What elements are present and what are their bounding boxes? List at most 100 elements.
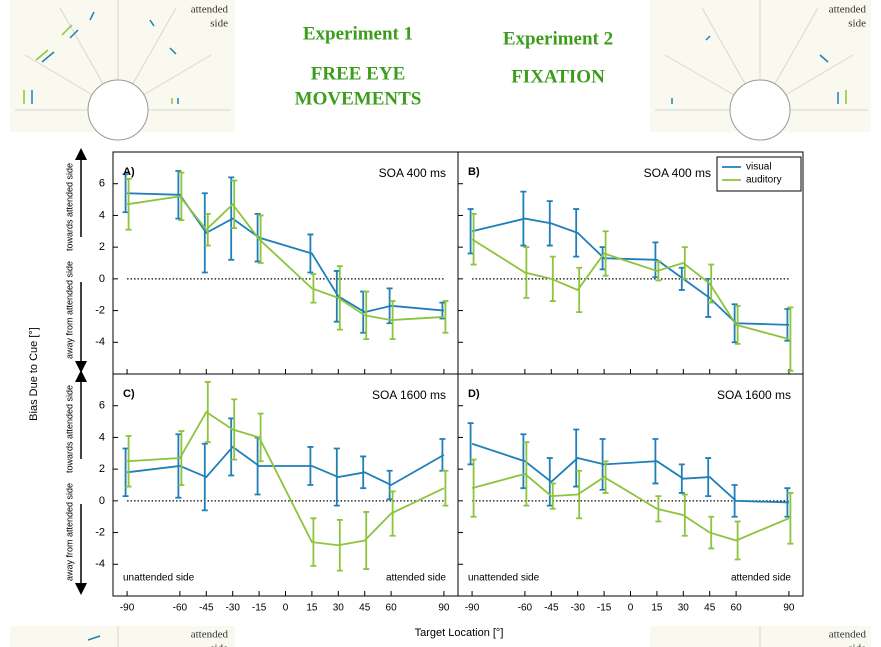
experiment-title: Experiment 2 [503,28,613,49]
error-bar [389,300,396,341]
error-bar [602,230,609,277]
error-bar [333,270,340,323]
panel-label: A) [123,166,135,178]
x-tick-label: -15 [252,603,267,614]
error-bar [573,208,580,258]
error-bar [652,438,659,485]
y-tick-label: -4 [95,558,105,570]
error-bar [178,430,185,486]
x-tick-label: -60 [518,603,533,614]
error-bar [520,190,527,247]
experiment-title: Experiment 1 [303,23,413,44]
error-bar [678,266,685,291]
error-bar [467,208,474,255]
error-bar [734,304,741,345]
x-tick-label: -15 [597,603,612,614]
y-axis-label: Bias Due to Cue [°] [28,327,40,421]
inset-label: side [848,643,866,647]
legend-label: visual [746,162,772,173]
error-bar [257,214,264,264]
error-bar [470,212,477,266]
x-tick-label: 90 [438,603,450,614]
inset-top-right: attended side [650,0,871,141]
error-bar [655,260,662,282]
y-tick-label: 4 [99,431,105,443]
x-tick-label: 90 [783,603,795,614]
y-tick-label: 4 [99,209,105,221]
error-bar [204,381,211,444]
x-tick-label: -90 [120,603,135,614]
error-bar [122,173,129,214]
x-tick-label: -90 [465,603,480,614]
error-bar [125,178,132,231]
error-bar [784,487,791,518]
series-line [126,195,444,321]
error-bar [386,287,393,325]
error-bar [599,246,606,271]
inset-label: side [210,643,228,647]
error-bar [228,176,235,261]
inset-label: attended [829,4,867,16]
condition: FIXATION [511,66,605,87]
inset-label: attended [191,629,229,641]
y-tick-label: 0 [99,273,105,285]
error-bar [546,457,553,507]
error-bar [467,422,474,466]
error-bar [442,300,449,334]
x-tick-label: 15 [651,603,663,614]
error-bar [363,511,370,570]
away-label: away from attended side [64,261,74,359]
annotation: attended side [731,573,791,584]
error-bar [470,458,477,518]
y-tick-label: 2 [99,463,105,475]
error-bar [439,438,446,472]
series-line [471,472,790,542]
y-tick-label: -4 [95,336,105,348]
x-tick-label: 45 [704,603,716,614]
y-tick-label: 0 [99,495,105,507]
y-tick-label: -2 [95,304,105,316]
error-bar [708,515,715,550]
condition: MOVEMENTS [295,88,422,109]
condition: FREE EYE [311,63,406,84]
inset-top-left: attended side [10,0,235,141]
error-bar [360,455,367,490]
panel-label: D) [468,388,480,400]
y-tick-label: 6 [99,400,105,412]
error-bar [336,518,343,572]
panel-title: SOA 400 ms [644,166,711,180]
panel-frame [457,373,804,597]
x-tick-label: 30 [678,603,690,614]
annotation: unattended side [468,573,540,584]
error-bar [178,171,185,222]
towards-label: towards attended side [64,385,74,473]
inset-label: attended [829,629,867,641]
error-bar [681,493,688,537]
panel-title: SOA 1600 ms [372,388,446,402]
error-bar [523,246,530,299]
error-bar [201,442,208,512]
series-line [471,442,789,504]
error-bar [678,463,685,494]
error-bar [231,398,238,461]
error-bar [310,517,317,567]
x-tick-label: 60 [386,603,398,614]
error-bar [204,212,211,247]
error-bar [520,433,527,490]
x-axis-label: Target Location [°] [415,627,504,639]
y-tick-label: -2 [95,526,105,538]
error-bar [708,263,715,304]
x-tick-label: 0 [628,603,634,614]
error-bar [549,255,556,302]
error-bar [333,447,340,507]
error-bar [705,457,712,497]
panel-title: SOA 1600 ms [717,388,791,402]
x-tick-label: 30 [333,603,345,614]
x-tick-label: 15 [306,603,318,614]
panel-label: B) [468,166,480,178]
error-bar [523,441,530,507]
error-bar [652,241,659,279]
series-line [471,238,790,340]
error-bar [576,469,583,520]
